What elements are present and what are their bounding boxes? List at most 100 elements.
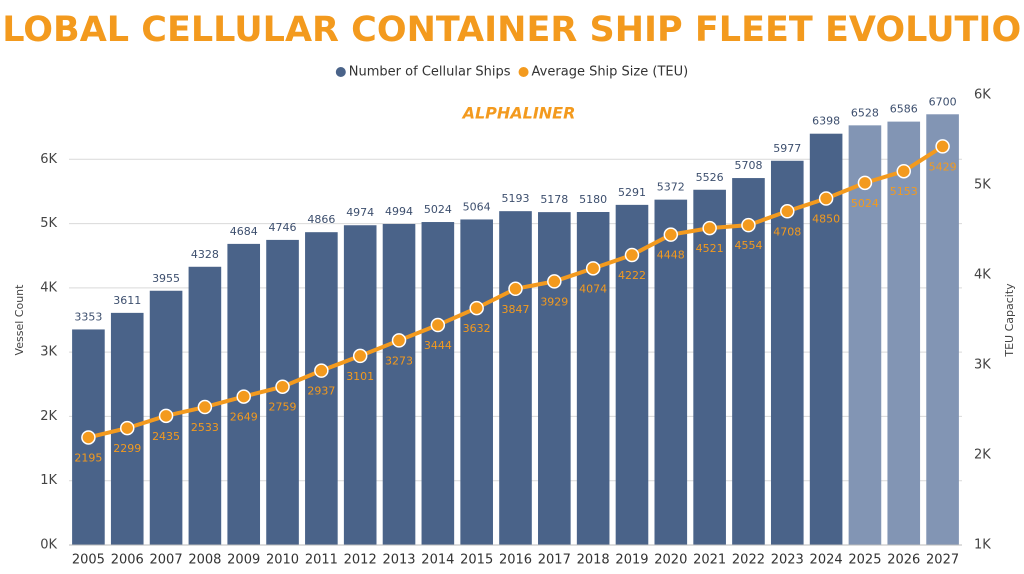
line-point	[857, 175, 873, 191]
line-point	[430, 317, 446, 333]
bar	[538, 212, 571, 545]
line-value-label: 4521	[696, 242, 724, 255]
x-tick-label: 2026	[887, 553, 920, 568]
line-point	[741, 217, 756, 233]
x-tick-label: 2015	[460, 553, 493, 568]
bar-value-label: 5024	[424, 203, 452, 216]
y2-tick-label: 5K	[974, 178, 991, 193]
y2-tick-label: 1K	[974, 538, 991, 553]
bar	[305, 232, 338, 545]
x-tick-label: 2008	[188, 553, 221, 568]
bar-value-label: 6528	[851, 106, 879, 119]
line-value-label: 5153	[890, 185, 918, 198]
bar	[654, 199, 688, 545]
line-value-label: 3101	[346, 370, 374, 383]
line-point	[585, 261, 601, 276]
y2-tick-label: 4K	[974, 268, 991, 283]
bar-value-label: 5178	[540, 193, 568, 206]
x-tick-label: 2024	[810, 553, 843, 568]
x-tick-label: 2013	[382, 553, 415, 568]
bar	[499, 211, 532, 545]
legend-label: Average Ship Size (TEU)	[532, 65, 689, 80]
bar-value-label: 4328	[191, 248, 219, 261]
line-value-label: 5429	[929, 160, 957, 173]
line-point	[624, 247, 640, 263]
line-value-label: 4448	[657, 249, 685, 262]
x-tick-label: 2009	[227, 553, 260, 568]
bar-value-label: 4866	[307, 213, 335, 226]
line-value-label: 2299	[113, 442, 141, 455]
bar-value-label: 5977	[773, 142, 801, 155]
x-tick-label: 2025	[848, 553, 881, 568]
bar	[693, 189, 726, 545]
x-tick-label: 2027	[926, 553, 959, 568]
bar	[732, 178, 765, 546]
x-tick-label: 2005	[72, 553, 105, 568]
bar	[382, 223, 416, 545]
x-tick-label: 2012	[344, 553, 377, 568]
bar-value-label: 5291	[618, 186, 646, 199]
chart-title: GLOBAL CELLULAR CONTAINER SHIP FLEET EVO…	[0, 10, 1024, 50]
x-tick-label: 2020	[654, 553, 687, 568]
bar-value-label: 5526	[696, 171, 724, 184]
line-value-label: 3847	[502, 303, 530, 316]
legend-label: Number of Cellular Ships	[349, 65, 511, 80]
legend-marker	[518, 67, 529, 77]
bar-value-label: 5180	[579, 193, 607, 206]
line-point	[469, 300, 484, 316]
line-point	[780, 204, 795, 219]
x-tick-label: 2023	[771, 553, 804, 568]
bar-value-label: 6700	[929, 95, 957, 108]
bar	[343, 225, 377, 545]
line-value-label: 4708	[773, 225, 801, 238]
x-tick-label: 2021	[693, 553, 726, 568]
bar	[460, 219, 493, 545]
line-value-label: 3444	[424, 339, 452, 352]
line-value-label: 4222	[618, 269, 646, 282]
x-tick-label: 2006	[111, 553, 144, 568]
y-tick-label: 6K	[40, 152, 57, 167]
bar	[887, 121, 921, 545]
bar-value-label: 5064	[463, 200, 491, 213]
line-value-label: 2195	[74, 451, 102, 464]
bar-value-label: 5708	[734, 159, 762, 172]
x-tick-label: 2007	[150, 553, 183, 568]
y-tick-label: 5K	[40, 216, 57, 231]
line-value-label: 4850	[812, 213, 840, 226]
x-tick-label: 2016	[499, 553, 532, 568]
bar-value-label: 6586	[890, 103, 918, 116]
line-value-label: 2435	[152, 430, 180, 443]
y-tick-label: 0K	[40, 538, 57, 553]
y-tick-label: 1K	[40, 473, 57, 488]
bar-value-label: 4974	[346, 206, 374, 219]
bar	[421, 222, 455, 545]
line-value-label: 4554	[734, 239, 762, 252]
bar-value-label: 3353	[74, 310, 102, 323]
line-point	[81, 430, 96, 445]
x-tick-label: 2017	[538, 553, 571, 568]
line-point	[547, 274, 562, 289]
line-point	[236, 389, 251, 404]
x-tick-label: 2018	[577, 553, 610, 568]
x-tick-label: 2014	[421, 553, 454, 568]
line-value-label: 3929	[540, 295, 568, 308]
line-point	[314, 363, 329, 378]
bar-value-label: 5193	[502, 192, 530, 205]
y2-tick-label: 6K	[974, 88, 991, 103]
x-tick-label: 2019	[615, 553, 648, 568]
legend: Number of Cellular Ships Average Ship Siz…	[335, 65, 689, 80]
line-point	[352, 348, 368, 364]
line-value-label: 3632	[463, 322, 491, 335]
line-value-label: 2533	[191, 421, 219, 434]
bar-value-label: 3611	[113, 294, 141, 307]
line-value-label: 4074	[579, 282, 607, 295]
line-value-label: 2937	[307, 385, 335, 398]
line-value-label: 5024	[851, 197, 879, 210]
bar	[848, 125, 882, 545]
line-point	[119, 420, 135, 436]
bar-value-label: 4684	[230, 225, 258, 238]
line-point	[935, 139, 950, 154]
line-value-label: 2759	[269, 401, 297, 414]
y-tick-label: 4K	[40, 280, 57, 295]
bar	[770, 160, 804, 545]
